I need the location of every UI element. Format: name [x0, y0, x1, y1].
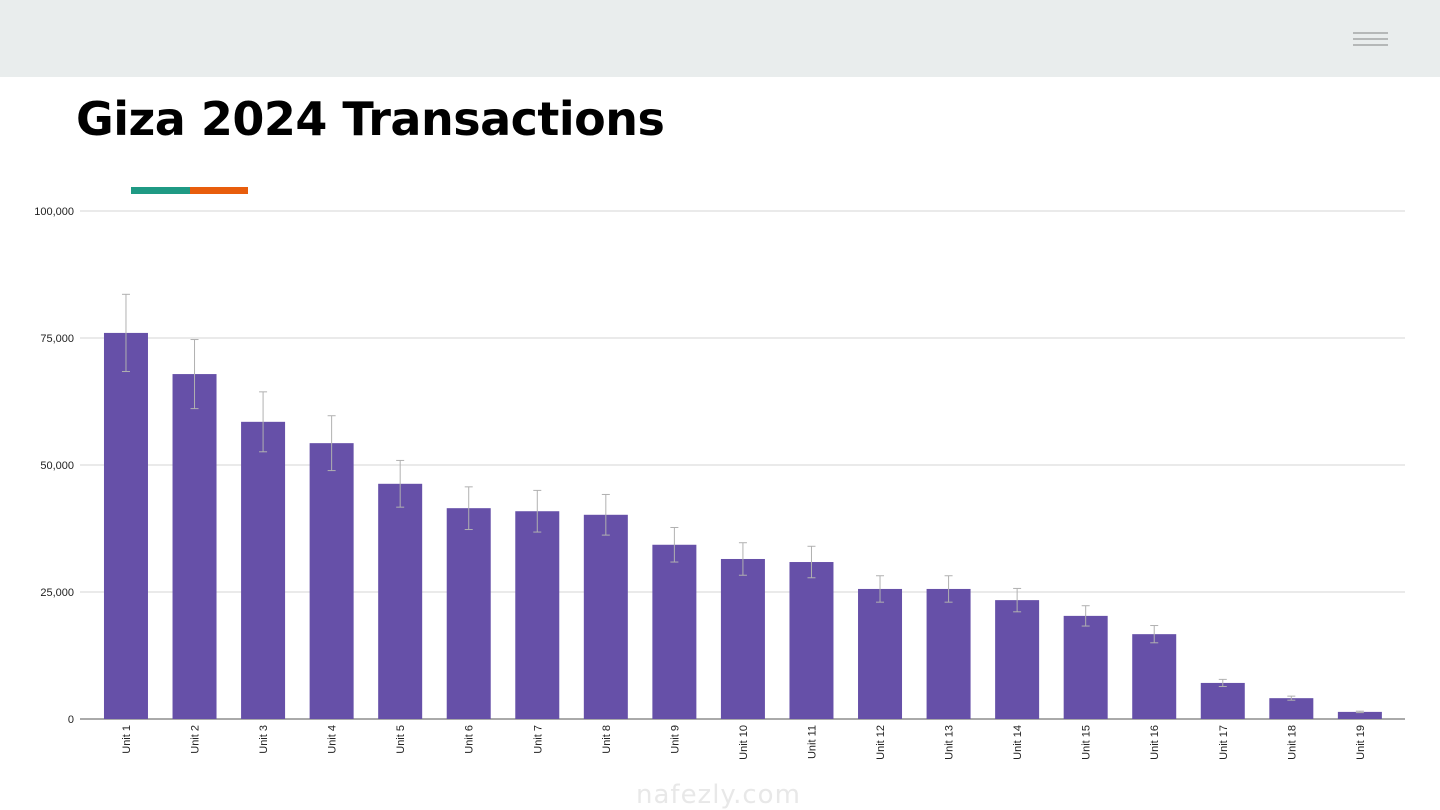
x-tick-label: Unit 8 — [601, 725, 613, 754]
y-tick-label: 50,000 — [40, 460, 74, 472]
watermark: nafezly.com — [636, 780, 801, 810]
bar — [1337, 711, 1382, 719]
bar — [172, 374, 217, 719]
bar — [926, 588, 971, 719]
bar — [309, 443, 354, 719]
x-tick-label: Unit 5 — [395, 725, 407, 754]
y-tick-label: 75,000 — [40, 333, 74, 345]
x-tick-label: Unit 10 — [738, 725, 750, 760]
x-tick-label: Unit 4 — [327, 725, 339, 754]
bar — [720, 558, 765, 719]
x-tick-label: Unit 19 — [1355, 725, 1367, 760]
x-tick-label: Unit 15 — [1081, 725, 1093, 760]
bar — [378, 483, 423, 719]
bar — [1063, 615, 1108, 719]
x-tick-label: Unit 3 — [258, 725, 270, 754]
bar — [515, 511, 560, 719]
x-tick-label: Unit 14 — [1012, 725, 1024, 760]
x-tick-label: Unit 16 — [1149, 725, 1161, 760]
x-tick-label: Unit 11 — [806, 725, 818, 759]
y-tick-label: 100,000 — [34, 206, 74, 218]
top-bar — [0, 0, 1440, 77]
bar — [103, 332, 148, 719]
x-tick-label: Unit 12 — [875, 725, 887, 760]
x-tick-label: Unit 6 — [464, 725, 476, 754]
y-tick-label: 0 — [68, 714, 74, 726]
x-tick-label: Unit 9 — [669, 725, 681, 754]
y-tick-label: 25,000 — [40, 587, 74, 599]
bar — [1132, 634, 1177, 719]
x-tick-label: Unit 1 — [121, 725, 133, 754]
page-title: Giza 2024 Transactions — [76, 92, 665, 146]
x-tick-label: Unit 17 — [1218, 725, 1230, 760]
bar — [1200, 682, 1245, 719]
bar — [1269, 698, 1314, 719]
bar — [446, 508, 491, 719]
x-tick-label: Unit 18 — [1286, 725, 1298, 760]
bar — [241, 421, 286, 719]
accent-bar-teal — [131, 187, 190, 194]
bar — [858, 588, 903, 719]
x-tick-label: Unit 2 — [190, 725, 202, 754]
hamburger-menu-icon[interactable] — [1353, 32, 1388, 48]
bar — [583, 514, 628, 719]
x-tick-label: Unit 13 — [944, 725, 956, 760]
accent-bar-orange — [190, 187, 248, 194]
bar — [789, 562, 834, 719]
bar — [652, 544, 697, 719]
x-tick-label: Unit 7 — [532, 725, 544, 754]
bar — [995, 600, 1040, 719]
